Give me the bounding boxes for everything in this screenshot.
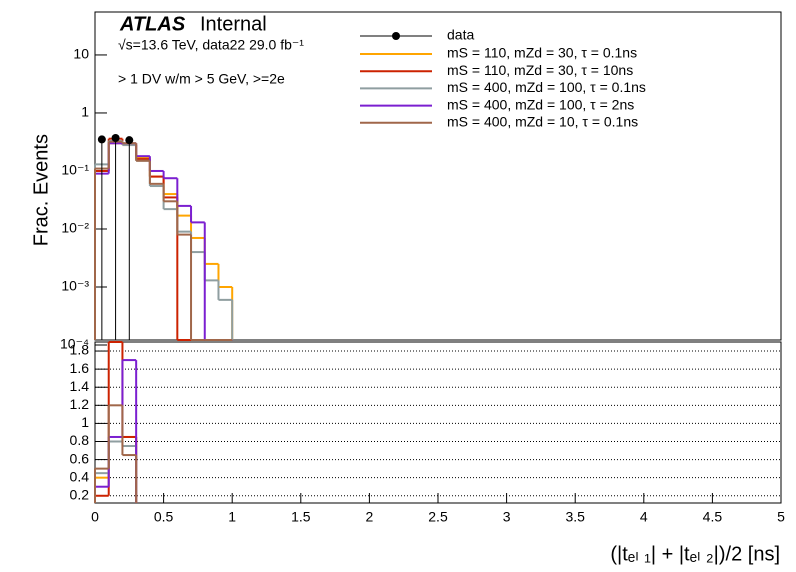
energy: √s=13.6 TeV, data22 29.0 fb⁻¹: [118, 37, 304, 53]
data-point: [125, 136, 134, 145]
legend-label: mS = 110, mZd = 30, τ = 0.1ns: [447, 45, 637, 61]
legend-label: data: [447, 27, 474, 43]
y-tick-label: 1.8: [70, 342, 90, 358]
y-tick-label: 1.4: [70, 378, 90, 394]
lower-frame: [94, 341, 782, 504]
status: Internal: [200, 13, 267, 35]
y-axis-title: Frac. Events: [30, 134, 52, 246]
experiment: ATLAS: [119, 13, 186, 35]
data-point: [111, 134, 120, 143]
x-tick-label: 2: [366, 509, 374, 525]
y-tick-label: 0.6: [70, 450, 90, 466]
x-tick-label: 0.5: [154, 509, 174, 525]
legend-label: mS = 400, mZd = 100, τ = 2ns: [447, 96, 634, 112]
y-tick-label: 0.8: [70, 432, 90, 448]
y-tick-label: 0.4: [70, 468, 90, 484]
x-tick-label: 4.5: [703, 509, 723, 525]
x-tick-label: 4: [640, 509, 648, 525]
upper-frame: [94, 11, 782, 341]
y-tick-label: 1: [81, 104, 89, 120]
x-tick-label: 2.5: [428, 509, 448, 525]
y-tick-label: 0.2: [70, 486, 90, 502]
y-tick-label: 1.6: [70, 360, 90, 376]
x-tick-label: 5: [777, 509, 785, 525]
selection: > 1 DV w/m > 5 GeV, >=2e: [118, 71, 285, 87]
legend-label: mS = 110, mZd = 30, τ = 10ns: [447, 62, 633, 78]
x-tick-label: 0: [91, 509, 99, 525]
x-tick-label: 1.5: [291, 509, 311, 525]
y-tick-label: 1.2: [70, 396, 90, 412]
x-tick-label: 3.5: [565, 509, 585, 525]
y-tick-label: 10⁻²: [61, 220, 89, 236]
data-point: [97, 135, 106, 144]
y-tick-label: 10⁻¹: [61, 162, 89, 178]
legend-marker: [392, 32, 400, 40]
y-tick-label: 10: [73, 46, 89, 62]
legend-label: mS = 400, mZd = 100, τ = 0.1ns: [447, 79, 646, 95]
y-tick-label: 10⁻⁴: [60, 336, 89, 352]
x-tick-label: 3: [503, 509, 511, 525]
legend-label: mS = 400, mZd = 10, τ = 0.1ns: [447, 114, 638, 130]
y-tick-label: 1: [81, 414, 89, 430]
x-tick-label: 1: [228, 509, 236, 525]
x-axis-title: (|tₑₗ ₁| + |tₑₗ ₂|)/2 [ns]: [610, 543, 780, 565]
y-tick-label: 10⁻³: [61, 278, 89, 294]
